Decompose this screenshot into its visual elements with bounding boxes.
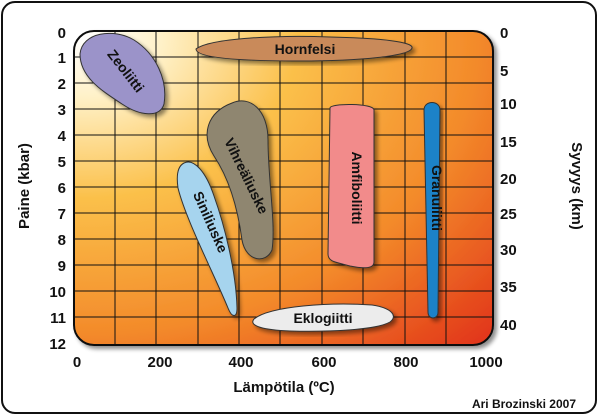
x-tick: 0 [73,354,81,371]
y-left-tick: 10 [49,284,66,301]
y-right-tick: 10 [500,96,517,113]
y-left-tick: 3 [58,102,66,119]
y-left-tick: 8 [58,232,66,249]
y-right-tick: 15 [500,134,517,151]
y-left-tick: 12 [49,336,66,353]
x-tick-labels: 0 200 400 600 800 1000 [73,354,503,371]
y-left-tick-labels: 0 1 2 3 4 5 6 7 8 9 10 11 12 [49,25,66,353]
y-left-tick: 9 [58,258,66,275]
eklogiitti-region [252,303,394,332]
hornfelsi-label: Hornfelsi [275,41,336,57]
x-tick: 600 [311,354,336,371]
y-left-tick: 7 [58,206,66,223]
eklogiitti-label: Eklogiitti [293,310,352,326]
y-right-tick: 40 [500,317,517,334]
y-left-tick: 11 [50,310,66,327]
y-left-tick: 5 [58,154,66,171]
y-left-tick: 6 [58,180,66,197]
x-axis-title: Lämpötila (ºC) [233,379,334,396]
hornfelsi-region [195,35,413,62]
author-credit: Ari Brozinski 2007 [472,397,576,411]
y-right-axis-title: Syvyys (km) [568,142,585,230]
y-left-axis-title: Paine (kbar) [16,143,33,229]
y-right-tick: 35 [500,279,517,296]
amfiboliitti-label: Amfiboliitti [349,151,365,224]
y-right-tick: 0 [500,25,508,42]
x-tick: 800 [393,354,418,371]
y-right-tick: 20 [500,171,517,188]
siniliuske-region [176,161,238,316]
granuliitti-label: Granuliitti [429,165,445,231]
granuliitti-region [423,102,441,319]
y-left-tick: 2 [58,76,66,93]
zeoliitti-region [79,32,166,115]
y-right-tick: 25 [500,206,517,223]
amfiboliitti-region [327,104,375,269]
x-tick: 1000 [469,354,502,371]
y-left-tick: 1 [58,50,66,67]
vihrealiuske-region [206,100,274,260]
y-right-tick: 30 [500,242,517,259]
y-left-tick: 4 [58,128,67,145]
y-left-tick: 0 [58,25,66,42]
x-tick: 400 [228,354,253,371]
y-right-tick-labels: 0 5 10 15 20 25 30 35 40 [500,25,517,334]
x-tick: 200 [147,354,172,371]
y-right-tick: 5 [500,63,508,80]
